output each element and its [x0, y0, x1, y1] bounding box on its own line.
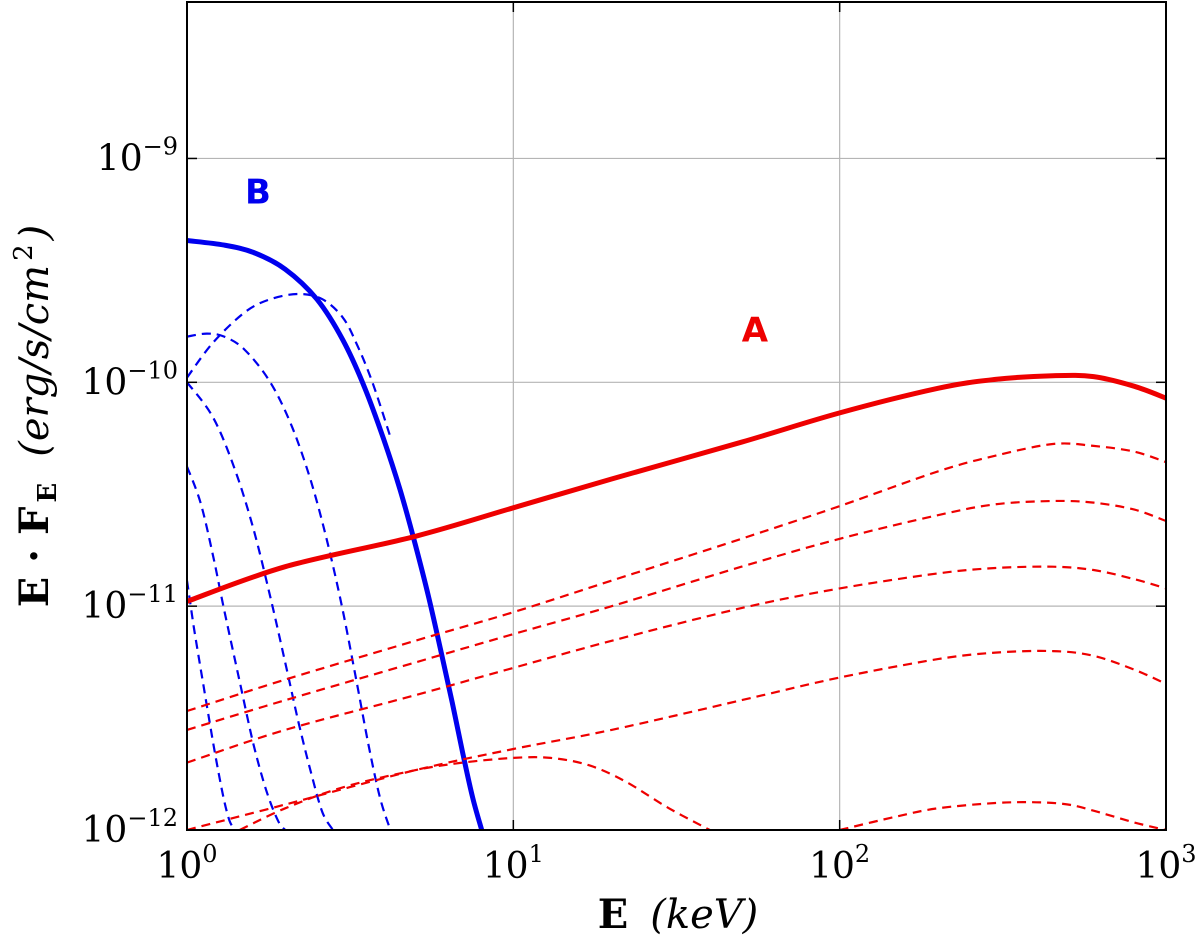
series-A-component-line	[187, 442, 1166, 713]
x-tick-label-base: 10	[483, 846, 529, 887]
y-tick-label-base: 10	[82, 810, 128, 851]
series-layer	[187, 238, 1166, 830]
series-label-A: A	[742, 311, 769, 351]
y-tick-label: 10−12	[82, 804, 178, 851]
x-tick-label-exp: 3	[1181, 840, 1196, 868]
x-axis-title-main: E	[598, 891, 629, 938]
y-axis-title-sub: E	[33, 483, 63, 503]
x-tick-label-exp: 2	[855, 840, 870, 868]
x-axis-ticks: 100 101 102 103	[156, 2, 1197, 887]
series-A-component-line	[187, 649, 1166, 830]
y-axis-title: E · F E (erg/s/cm 2 )	[9, 225, 63, 607]
x-axis-title-unit: (keV)	[650, 892, 758, 938]
y-tick-label-base: 10	[82, 586, 128, 627]
x-tick-label: 103	[1135, 840, 1196, 887]
annotations: BA	[245, 172, 769, 350]
series-B-total-line	[187, 238, 485, 830]
series-B-component-line	[187, 332, 392, 830]
series-label-B: B	[245, 172, 271, 212]
y-axis-title-main: E · F	[11, 507, 58, 608]
plot-frame	[186, 1, 1167, 831]
series-B-component-line	[187, 381, 334, 830]
series-A-component-line	[839, 801, 1166, 830]
series-A-component-line	[187, 565, 1166, 764]
y-tick-label-exp: −11	[127, 580, 178, 608]
y-tick-label-exp: −12	[127, 804, 178, 832]
series-A-component-line	[239, 756, 711, 830]
x-tick-label: 101	[483, 840, 544, 887]
x-tick-label-exp: 0	[202, 840, 217, 868]
y-tick-label: 10−11	[82, 580, 178, 627]
y-tick-label: 10−10	[82, 356, 178, 403]
x-axis-title: E (keV)	[598, 891, 759, 938]
y-tick-label-base: 10	[97, 138, 143, 179]
x-tick-label: 100	[156, 840, 217, 887]
x-tick-label-base: 10	[809, 846, 855, 887]
series-B-component-line	[187, 292, 392, 438]
x-tick-label: 102	[809, 840, 870, 887]
y-axis-title-unit-sup: 2	[9, 244, 39, 261]
y-tick-label-base: 10	[82, 362, 128, 403]
y-axis-title-unit: (erg/s/cm	[12, 265, 58, 457]
series-A-total-line	[187, 372, 1166, 604]
y-tick-label: 10−9	[97, 132, 178, 179]
plot-background	[187, 2, 1166, 830]
y-tick-label-exp: −9	[143, 132, 178, 160]
x-tick-label-base: 10	[156, 846, 202, 887]
y-axis-title-unit-close: )	[12, 225, 58, 242]
x-tick-label-base: 10	[1135, 846, 1181, 887]
series-A-component-line	[187, 499, 1166, 731]
y-tick-label-exp: −10	[127, 356, 178, 384]
x-tick-label-exp: 1	[529, 840, 544, 868]
